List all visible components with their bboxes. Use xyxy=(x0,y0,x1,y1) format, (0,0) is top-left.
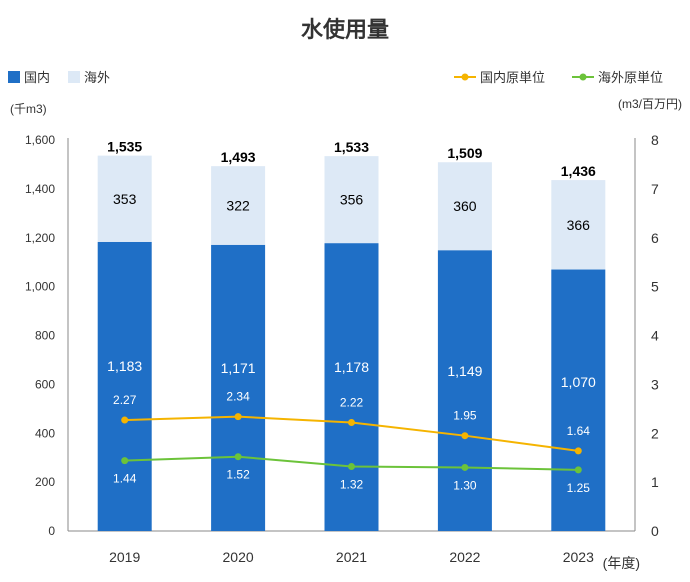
right-axis-tick-label: 7 xyxy=(651,181,659,197)
bar-series-group: 1,535 353 1,183 1,493 322 1,171 1,533 356 1,178 1… xyxy=(97,139,606,532)
bar-total-label: 1,535 xyxy=(107,139,142,155)
point-overseas-intensity xyxy=(461,463,469,471)
bar-overseas-label: 322 xyxy=(226,197,250,213)
label-domestic-intensity: 2.34 xyxy=(226,390,250,404)
x-axis-tick-label: 2021 xyxy=(336,549,367,565)
label-overseas-intensity: 1.30 xyxy=(453,478,477,492)
bar-overseas-label: 360 xyxy=(453,198,477,214)
chart-title: 水使用量 xyxy=(301,17,389,42)
left-axis-tick-label: 1,000 xyxy=(25,280,55,294)
right-axis-tick-label: 5 xyxy=(651,279,659,295)
label-domestic-intensity: 2.27 xyxy=(113,393,137,407)
legend-label-domestic-intensity: 国内原単位 xyxy=(480,70,545,85)
left-axis-tick-label: 800 xyxy=(35,329,55,343)
point-domestic-intensity xyxy=(574,447,582,455)
bar-overseas xyxy=(97,155,152,242)
x-axis-ticks: 2019 2020 2021 2022 2023 xyxy=(109,549,594,565)
right-axis-tick-label: 1 xyxy=(651,474,659,490)
bar-overseas xyxy=(211,166,266,245)
legend-marker-domestic-intensity xyxy=(461,73,469,81)
bar-domestic-label: 1,178 xyxy=(334,359,369,375)
right-axis-tick-label: 6 xyxy=(651,230,659,246)
point-overseas-intensity xyxy=(234,453,242,461)
legend-label-domestic: 国内 xyxy=(24,70,50,85)
bar-total-label: 1,533 xyxy=(334,139,369,155)
bar-domestic xyxy=(551,269,606,531)
x-axis-tick-label: 2020 xyxy=(223,549,254,565)
x-axis-tick-label: 2022 xyxy=(449,549,480,565)
label-overseas-intensity: 1.25 xyxy=(567,481,591,495)
bar-overseas-label: 366 xyxy=(567,217,591,233)
left-axis-tick-label: 400 xyxy=(35,426,55,440)
x-axis-label: (年度) xyxy=(603,555,640,571)
bar-domestic xyxy=(97,241,152,532)
bar-total-label: 1,436 xyxy=(561,163,596,179)
label-overseas-intensity: 1.44 xyxy=(113,472,137,486)
point-domestic-intensity xyxy=(461,432,469,440)
point-overseas-intensity xyxy=(348,462,355,470)
left-axis-tick-label: 200 xyxy=(35,475,55,489)
bar-total-label: 1,493 xyxy=(221,149,256,165)
point-domestic-intensity xyxy=(348,418,355,426)
left-axis-tick-label: 1,200 xyxy=(25,231,55,245)
right-axis-tick-label: 0 xyxy=(651,523,659,539)
right-axis-unit: (m3/百万円) xyxy=(618,97,682,111)
label-overseas-intensity: 1.32 xyxy=(340,477,364,491)
label-domestic-intensity: 1.95 xyxy=(453,409,477,423)
left-axis-tick-label: 0 xyxy=(48,524,55,538)
bar-domestic-label: 1,070 xyxy=(561,374,596,390)
bar-overseas xyxy=(324,156,379,244)
label-domestic-intensity: 2.22 xyxy=(340,395,364,409)
point-domestic-intensity xyxy=(234,413,242,421)
label-domestic-intensity: 1.64 xyxy=(567,424,591,438)
bar-overseas xyxy=(551,180,606,270)
left-axis-unit: (千m3) xyxy=(10,102,47,116)
point-domestic-intensity xyxy=(121,416,129,424)
bar-total-label: 1,509 xyxy=(447,145,482,161)
bar-domestic-label: 1,171 xyxy=(221,360,256,376)
right-axis-tick-label: 4 xyxy=(651,328,659,344)
legend-label-overseas-intensity: 海外原単位 xyxy=(598,70,663,85)
point-overseas-intensity xyxy=(121,457,129,465)
bar-overseas-label: 356 xyxy=(340,192,364,208)
left-axis-tick-label: 600 xyxy=(35,377,55,391)
x-axis-tick-label: 2019 xyxy=(109,549,140,565)
left-axis-tick-label: 1,400 xyxy=(25,182,55,196)
right-axis-tick-label: 8 xyxy=(651,132,659,148)
point-overseas-intensity xyxy=(574,466,582,474)
bar-domestic xyxy=(211,244,266,532)
right-axis-tick-label: 3 xyxy=(651,376,659,392)
right-axis-tick-label: 2 xyxy=(651,425,659,441)
left-axis-tick-label: 1,600 xyxy=(25,133,55,147)
bar-domestic-label: 1,183 xyxy=(107,358,142,374)
x-axis-tick-label: 2023 xyxy=(563,549,594,565)
bar-domestic xyxy=(324,243,379,531)
line-series-group: 2.27 2.34 2.22 1.95 1.64 1.44 1.52 1.32 1.30 1.25 xyxy=(113,390,590,495)
bar-overseas xyxy=(437,162,492,251)
bar-domestic-label: 1,149 xyxy=(447,363,482,379)
legend-label-overseas: 海外 xyxy=(84,70,110,85)
legend-marker-overseas-intensity xyxy=(579,73,587,81)
bar-domestic xyxy=(437,250,492,531)
left-axis-ticks: 0 200 400 600 800 1,000 1,200 1,400 1,600 xyxy=(25,133,55,538)
legend-swatch-overseas xyxy=(68,71,80,83)
legend-swatch-domestic xyxy=(8,71,20,83)
bar-overseas-label: 353 xyxy=(113,191,137,207)
label-overseas-intensity: 1.52 xyxy=(226,468,250,482)
right-axis-ticks: 0 1 2 3 4 5 6 7 8 xyxy=(651,132,659,539)
